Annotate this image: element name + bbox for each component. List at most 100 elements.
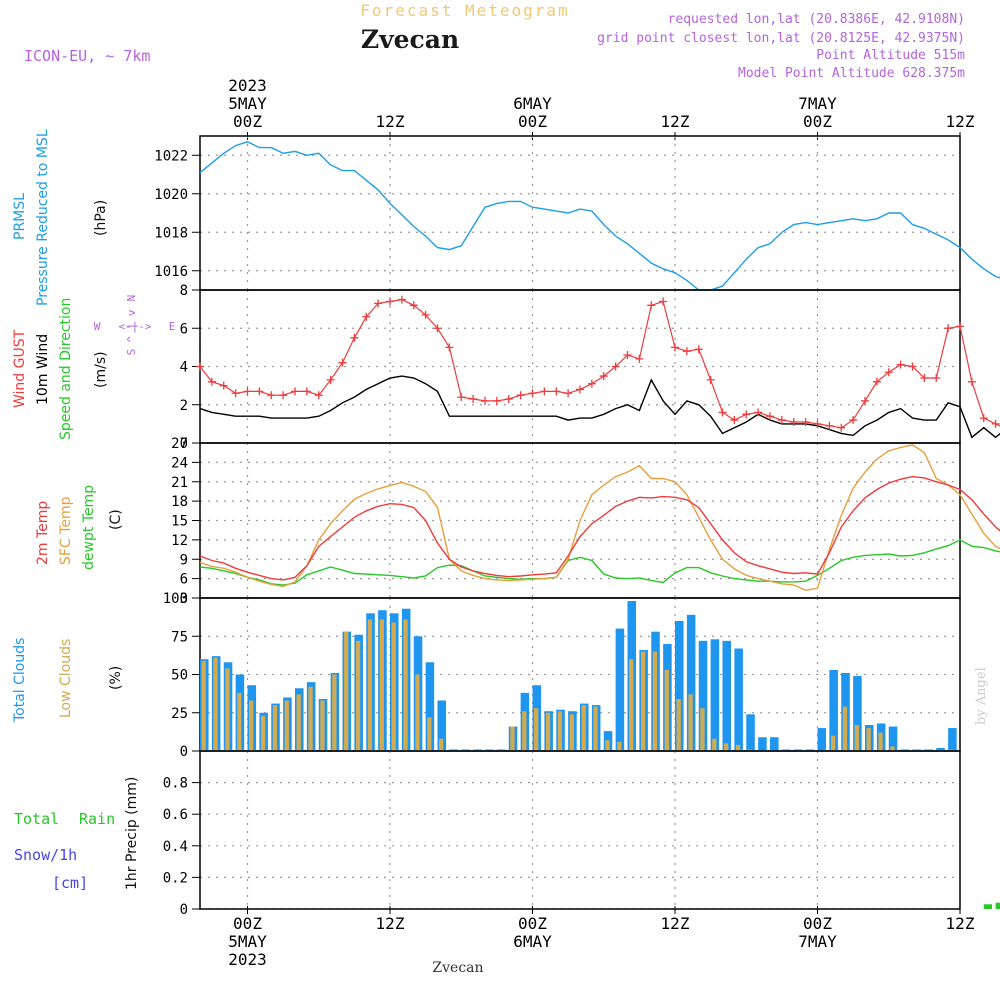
gust-marker (528, 389, 537, 398)
low-cloud-bar (213, 657, 218, 751)
gust-marker (777, 416, 786, 425)
dewpt-label: dewpt Temp (81, 485, 97, 570)
gust-marker (255, 387, 264, 396)
footer-location: Zvecan (432, 960, 483, 976)
panel-frame (199, 750, 961, 910)
low-cloud-bar (724, 743, 729, 751)
total-cloud-bar (425, 662, 435, 751)
total-cloud-bar (781, 749, 791, 751)
y-tick-label: 0.2 (163, 870, 188, 886)
gust-marker (754, 408, 763, 417)
clouds-panel: 0 25 50 75 100 (163, 591, 961, 760)
precip-unit: 1hr Precip (mm) (124, 777, 140, 890)
low-cloud-bar (296, 694, 301, 751)
low-cloud-bar (237, 692, 242, 751)
y-tick-label: 0 (180, 436, 188, 452)
low-cloud-bar (320, 700, 325, 751)
gust-marker (659, 297, 668, 306)
gust-marker (492, 396, 501, 405)
rain-bar (995, 902, 1000, 909)
compass-west: W (94, 320, 101, 333)
time-label: 6MAY (513, 94, 552, 113)
model-label: ICON-EU, ~ 7km (24, 47, 150, 65)
time-label: 00Z (518, 914, 547, 933)
gust-marker (944, 324, 953, 333)
precip-panel: 0 0.2 0.4 0.6 0.8 (163, 750, 1000, 918)
gust-marker (421, 310, 430, 319)
y-tick-label: 24 (171, 455, 188, 471)
wind-panel: 0 2 4 6 8 (180, 283, 1000, 452)
low-cloud-bar (308, 686, 313, 751)
suptitle: Forecast Meteogram (360, 1, 569, 20)
gust-marker (789, 417, 798, 426)
gust-marker (291, 387, 299, 396)
gust-marker (564, 389, 573, 398)
gust-marker (766, 412, 774, 421)
y-tick-label: 0.8 (163, 776, 188, 792)
gust-marker (552, 387, 561, 396)
gust-label: Wind GUST (12, 329, 28, 408)
low-cloud-bar (890, 746, 895, 751)
wind-compass: N S W E <-|-> ^ | v (94, 295, 176, 356)
total-cloud-bar (770, 737, 779, 751)
temp-unit: (C) (108, 509, 124, 530)
compass-north: N (125, 295, 138, 302)
y-tick-label: 50 (171, 668, 188, 684)
low-cloud-bar (842, 706, 848, 751)
y-tick-label: 15 (171, 514, 188, 530)
time-label: 00Z (803, 112, 832, 131)
low-cloud-bar (415, 674, 420, 751)
temperature-panel: 3 6 9 12 15 18 21 24 27 (171, 436, 1000, 607)
gust-marker (599, 372, 608, 381)
total-cloud-bar (675, 620, 684, 751)
low-cloud-bar (510, 726, 515, 751)
low-cloud-bar (367, 619, 373, 751)
gust-marker (623, 351, 632, 360)
gust-marker (908, 362, 917, 371)
gust-marker (991, 419, 1000, 428)
total-cloud-bar (698, 640, 708, 751)
wind-dir-label: Speed and Direction (58, 298, 74, 440)
y-tick-label: 6 (180, 572, 188, 588)
time-label: 7MAY (798, 932, 837, 951)
total-clouds-label: Total Clouds (12, 638, 28, 723)
low-cloud-bar (379, 619, 384, 751)
y-tick-label: 1018 (154, 225, 188, 241)
time-label: 12Z (946, 112, 975, 131)
time-label: 00Z (233, 914, 262, 933)
time-label: 7MAY (798, 94, 837, 113)
gust-marker (587, 379, 596, 388)
y-tick-label: 0.6 (163, 807, 188, 823)
low-cloud-bar (534, 708, 539, 751)
compass-south: S (125, 349, 138, 356)
location-title: Zvecan (361, 25, 459, 54)
total-cloud-bar (758, 737, 767, 751)
compass-glyph-h: <-|-> (118, 320, 151, 333)
t2m-label: 2m Temp (35, 501, 51, 565)
low-cloud-bar (652, 651, 658, 751)
gust-marker (445, 343, 454, 352)
total-cloud-bar (912, 749, 922, 751)
gust-marker (504, 395, 513, 404)
low-cloud-bar (439, 738, 444, 751)
gust-marker (540, 387, 549, 396)
time-label: 5MAY (228, 932, 267, 951)
gust-marker (920, 373, 929, 382)
low-cloud-bar (676, 698, 681, 751)
y-tick-label: 21 (171, 475, 188, 491)
tsfc-line (199, 444, 1000, 592)
low-cloud-bar (664, 669, 669, 751)
gust-marker (196, 362, 204, 371)
low-cloud-bar (700, 708, 705, 751)
gust-marker (231, 389, 240, 398)
y-tick-label: 1020 (154, 187, 188, 203)
gust-marker (409, 301, 418, 310)
low-cloud-bar (355, 640, 361, 751)
time-label: 00Z (803, 914, 832, 933)
low-cloud-bar (522, 711, 527, 751)
pressure-unit: (hPa) (93, 200, 109, 236)
y-tick-label: 3 (180, 591, 188, 607)
gust-marker (884, 368, 893, 377)
